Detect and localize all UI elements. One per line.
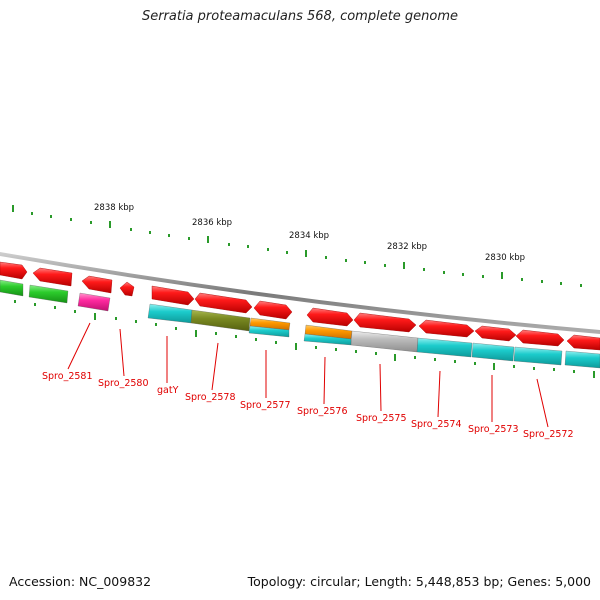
- cog-block: [513, 346, 563, 366]
- cds-arrow[interactable]: [253, 300, 293, 320]
- cds-arrow[interactable]: [474, 325, 517, 342]
- cog-block: [0, 279, 24, 297]
- scale-ticks: [12, 205, 503, 279]
- gene-label[interactable]: Spro_2572: [523, 429, 574, 440]
- genome-backbone: [0, 252, 600, 334]
- cog-block: [350, 330, 419, 353]
- cog-block: [190, 309, 251, 332]
- cds-arrow[interactable]: [566, 334, 600, 351]
- gene-label[interactable]: Spro_2580: [98, 378, 149, 389]
- cds-arrow[interactable]: [306, 307, 354, 327]
- cog-block: [564, 350, 600, 369]
- cds-arrow[interactable]: [418, 319, 475, 338]
- cog-block: [248, 325, 290, 338]
- cds-arrow[interactable]: [353, 312, 417, 333]
- gene-label[interactable]: Spro_2573: [468, 424, 519, 435]
- cds-arrow[interactable]: [194, 292, 253, 314]
- cog-block: [28, 284, 69, 304]
- scale-label: 2838 kbp: [94, 203, 134, 213]
- map-title: Serratia proteamaculans 568, complete ge…: [141, 9, 459, 24]
- cog-track: [0, 279, 600, 369]
- scale-label: 2834 kbp: [289, 231, 329, 241]
- cds-arrow[interactable]: [81, 275, 113, 294]
- gene-label[interactable]: Spro_2575: [356, 413, 407, 424]
- scale-label: 2832 kbp: [387, 242, 427, 252]
- scale-minor-ticks: [31, 212, 582, 287]
- accession-text: Accession: NC_009832: [9, 574, 152, 589]
- scale-label: 2830 kbp: [485, 253, 525, 263]
- cds-arrow[interactable]: [119, 281, 135, 297]
- inner-ticks: [14, 300, 595, 378]
- cog-block: [147, 303, 193, 324]
- gene-label[interactable]: Spro_2578: [185, 392, 236, 403]
- cog-block: [471, 342, 515, 362]
- label-leaders: [67, 322, 549, 428]
- gene-label[interactable]: Spro_2576: [297, 406, 348, 417]
- cds-arrow[interactable]: [0, 261, 28, 280]
- cds-arrow[interactable]: [32, 267, 73, 287]
- genome-summary-text: Topology: circular; Length: 5,448,853 bp…: [247, 574, 591, 589]
- gene-label[interactable]: Spro_2577: [240, 400, 291, 411]
- cog-block: [416, 337, 473, 358]
- gene-label[interactable]: Spro_2574: [411, 419, 462, 430]
- cds-arrow[interactable]: [515, 329, 565, 347]
- scale-label: 2836 kbp: [192, 218, 232, 228]
- cog-block: [77, 292, 111, 312]
- cds-track: [0, 261, 600, 351]
- gene-label[interactable]: gatY: [157, 385, 179, 396]
- gene-label[interactable]: Spro_2581: [42, 371, 93, 382]
- cds-arrow[interactable]: [151, 285, 195, 306]
